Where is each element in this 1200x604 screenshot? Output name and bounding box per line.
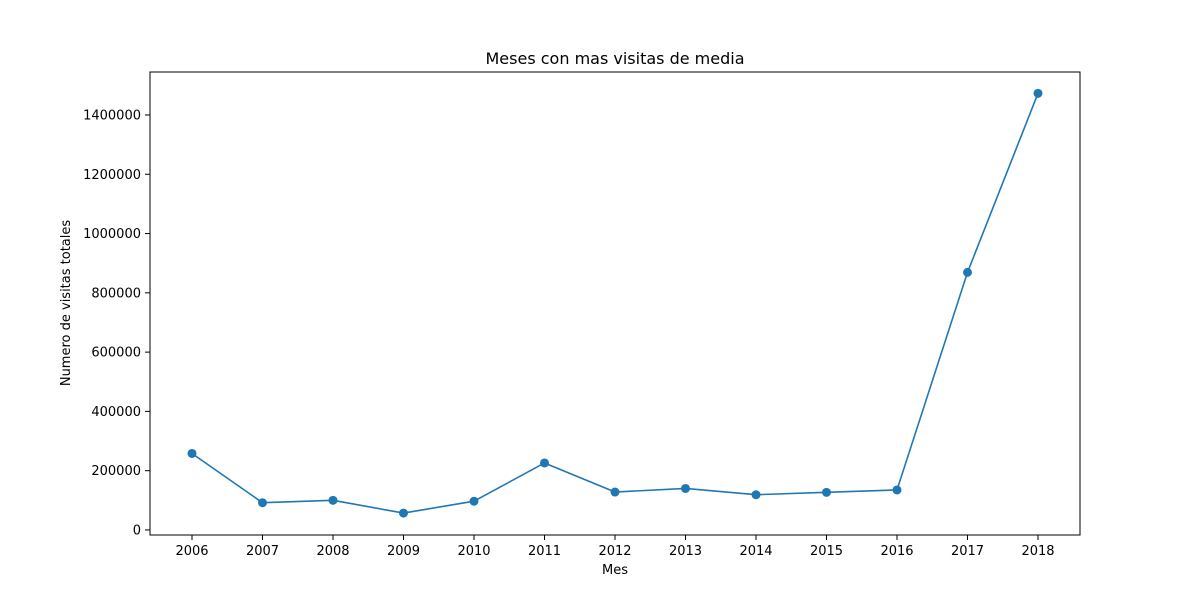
x-tick-label: 2013 — [669, 544, 702, 559]
x-tick-label: 2017 — [951, 544, 984, 559]
y-tick-label: 400000 — [91, 405, 141, 420]
x-tick-label: 2016 — [880, 544, 913, 559]
data-point-2011 — [540, 458, 549, 468]
x-tick-label: 2015 — [810, 544, 843, 559]
y-tick-label: 1200000 — [83, 168, 141, 183]
data-point-2013 — [681, 483, 690, 493]
x-tick-label: 2009 — [387, 544, 420, 559]
data-point-2017 — [963, 267, 972, 277]
x-tick-label: 2012 — [598, 544, 631, 559]
y-tick-label: 600000 — [91, 346, 141, 361]
x-axis-label: Mes — [602, 563, 628, 578]
data-point-2007 — [258, 498, 267, 508]
data-point-2018 — [1033, 88, 1043, 98]
data-point-2015 — [822, 487, 831, 497]
x-tick-label: 2010 — [457, 544, 490, 559]
x-tick-label: 2007 — [246, 544, 279, 559]
y-axis: 0 200000 400000 600000 800000 1000000 1200000 1… — [83, 108, 150, 538]
data-point-2014 — [751, 490, 761, 500]
x-tick-label: 2014 — [739, 544, 772, 559]
x-tick-label: 2018 — [1021, 544, 1054, 559]
plot-area — [187, 88, 1043, 518]
chart-title: Meses con mas visitas de media — [486, 49, 745, 68]
y-axis-label: Numero de visitas totales — [59, 220, 74, 387]
data-point-2009 — [399, 508, 408, 518]
data-point-2010 — [469, 496, 479, 506]
x-tick-label: 2006 — [175, 544, 208, 559]
y-tick-label: 1400000 — [83, 108, 141, 123]
x-tick-label: 2008 — [316, 544, 349, 559]
data-point-2016 — [892, 485, 902, 495]
y-tick-label: 200000 — [91, 464, 141, 479]
y-tick-label: 800000 — [91, 286, 141, 301]
data-point-2006 — [187, 448, 197, 458]
x-axis: 2006 2007 2008 2009 2010 2011 2012 2013 2014 2015… — [175, 535, 1055, 559]
data-point-2008 — [328, 495, 338, 505]
data-point-2012 — [610, 487, 620, 497]
y-tick-label: 0 — [133, 523, 141, 538]
x-tick-label: 2011 — [528, 544, 561, 559]
y-tick-label: 1000000 — [83, 227, 141, 242]
